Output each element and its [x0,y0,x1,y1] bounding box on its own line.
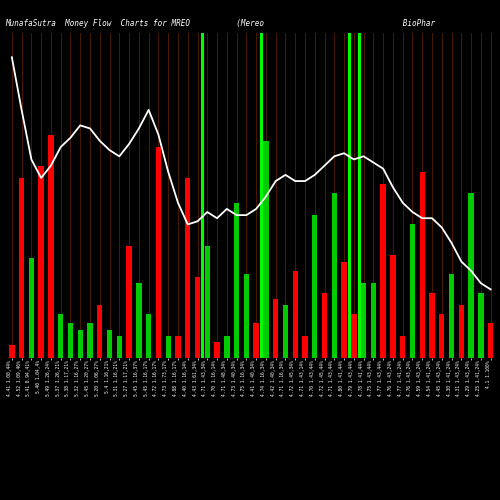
Bar [370,283,376,358]
Bar [439,314,444,358]
Bar [468,194,474,358]
Bar [361,283,366,358]
Bar [292,271,298,358]
Bar [146,314,152,358]
Bar [185,178,190,358]
Bar [430,292,434,358]
Bar [458,305,464,358]
Bar [58,314,64,358]
Bar [283,305,288,358]
Bar [68,324,73,358]
Bar [224,336,230,357]
Bar [136,283,141,358]
Bar [126,246,132,358]
Bar [234,202,239,358]
Bar [48,134,54,358]
Bar [254,324,259,358]
Bar [195,277,200,357]
Bar [302,336,308,357]
Bar [28,258,34,358]
Bar [116,336,122,357]
Bar [312,215,318,358]
Bar [156,147,161,358]
Bar [420,172,425,358]
Bar [449,274,454,357]
Bar [322,292,327,358]
Bar [9,345,15,358]
Bar [478,292,484,358]
Bar [390,256,396,358]
Bar [97,305,102,358]
Bar [263,141,268,358]
Bar [166,336,171,357]
Bar [342,262,347,358]
Bar [273,298,278,358]
Bar [380,184,386,358]
Bar [400,336,406,357]
Bar [176,336,180,357]
Bar [244,274,249,357]
Bar [488,324,494,358]
Bar [78,330,83,357]
Bar [107,330,112,357]
Bar [332,194,337,358]
Bar [351,314,356,358]
Bar [38,166,44,358]
Bar [88,324,92,358]
Bar [214,342,220,357]
Bar [204,246,210,358]
Bar [410,224,415,358]
Bar [19,178,24,358]
Text: MunafaSutra  Money Flow  Charts for MREO          (Mereo                        : MunafaSutra Money Flow Charts for MREO (… [5,18,435,28]
